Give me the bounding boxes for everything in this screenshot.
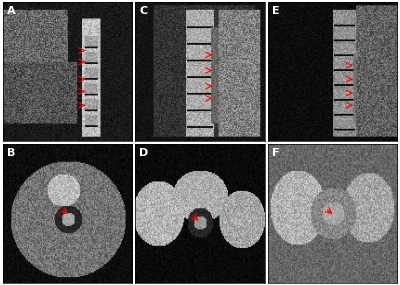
Text: C: C [139,7,148,17]
Text: F: F [272,148,279,158]
Text: B: B [7,148,16,158]
Text: D: D [139,148,148,158]
Text: E: E [272,7,279,17]
Text: A: A [7,7,16,17]
